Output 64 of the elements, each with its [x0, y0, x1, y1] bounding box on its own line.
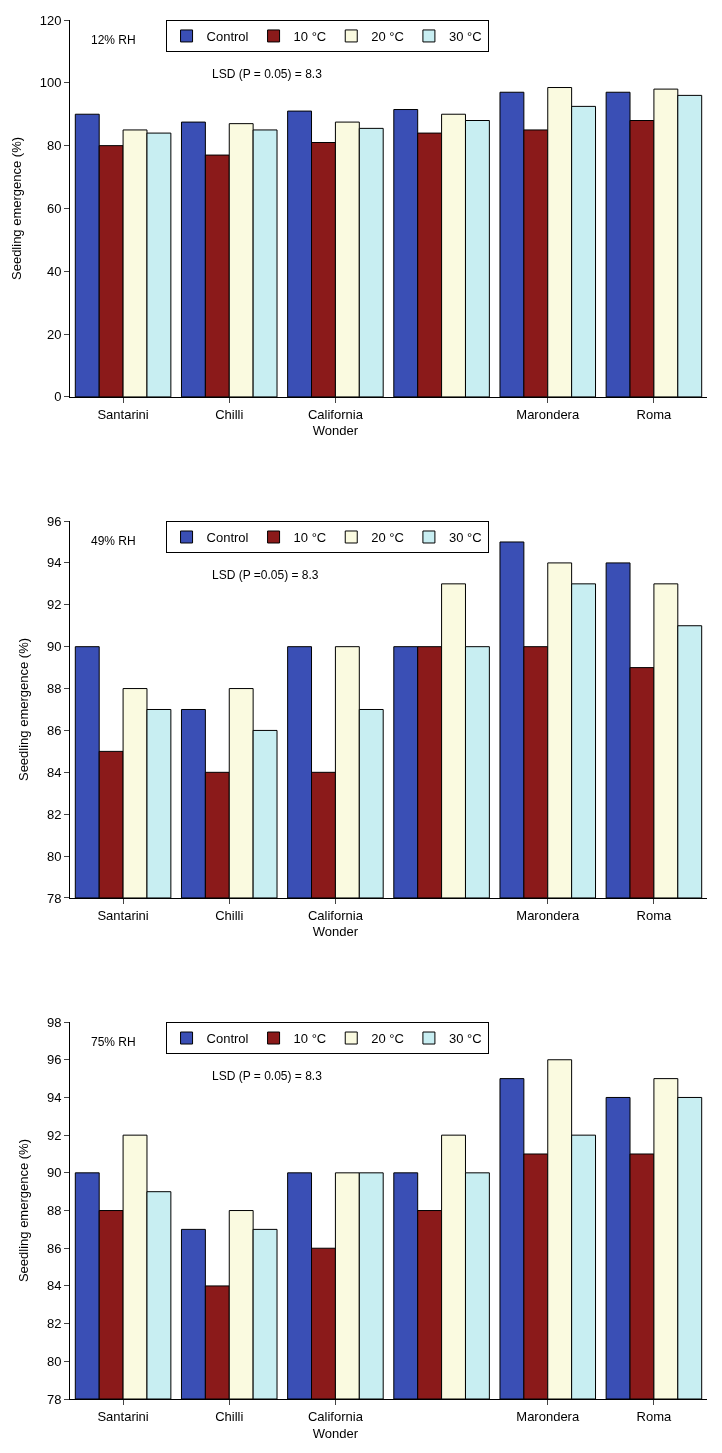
y-tick-label: 78 — [46, 1391, 62, 1407]
x-tick-label: Marondera — [516, 907, 580, 923]
legend-label: 30 °C — [448, 1031, 482, 1047]
y-axis-title: Seedling emergence (%) — [15, 1139, 31, 1283]
x-tick-label: Chilli — [215, 406, 244, 422]
y-tick-label: 40 — [46, 263, 62, 279]
x-tick-label: Marondera — [516, 406, 580, 422]
legend-label: 10 °C — [293, 1031, 327, 1047]
x-tick-label: Roma — [636, 1408, 673, 1424]
y-tick-label: 90 — [46, 639, 62, 655]
y-tick-label: 100 — [39, 75, 62, 91]
y-tick-label: 20 — [46, 326, 62, 342]
y-tick-label: 90 — [46, 1165, 62, 1181]
y-tick-label: 92 — [46, 1127, 62, 1143]
y-tick-label: 82 — [46, 806, 62, 822]
x-tick-label: Santarini — [97, 406, 149, 422]
legend-label: Control — [206, 530, 249, 546]
y-tick-label: 120 — [39, 12, 62, 28]
annotation: LSD (P = 0.05) = 8.3 — [212, 67, 323, 81]
annotation: LSD (P = 0.05) = 8.3 — [212, 1069, 323, 1083]
legend-label: 30 °C — [448, 29, 482, 45]
x-tick-label: California Wonder — [307, 1408, 364, 1441]
legend-label: 10 °C — [293, 29, 327, 45]
x-tick-label: Roma — [636, 406, 673, 422]
y-tick-label: 86 — [46, 722, 62, 738]
y-tick-label: 84 — [46, 1278, 62, 1294]
legend-label: 20 °C — [371, 530, 404, 546]
x-tick-label: Chilli — [215, 1408, 244, 1424]
y-tick-label: 96 — [46, 513, 62, 529]
y-tick-label: 80 — [46, 848, 62, 864]
legend-label: 30 °C — [448, 530, 482, 546]
legend-label: 20 °C — [371, 29, 404, 45]
legend-label: Control — [206, 29, 249, 45]
y-tick-label: 80 — [46, 138, 62, 154]
y-axis-title: Seedling emergence (%) — [8, 136, 24, 280]
legend-label: 20 °C — [371, 1031, 404, 1047]
legend-label: Control — [206, 1031, 249, 1047]
y-tick-label: 82 — [46, 1316, 62, 1332]
y-tick-label: 80 — [46, 1353, 62, 1369]
y-tick-label: 84 — [46, 764, 62, 780]
annotation: 12% RH — [91, 33, 136, 47]
y-tick-label: 98 — [46, 1014, 62, 1030]
x-tick-label: Roma — [636, 907, 673, 923]
y-tick-label: 78 — [46, 890, 62, 906]
x-tick-label: Marondera — [516, 1408, 580, 1424]
x-tick-label: Santarini — [97, 907, 149, 923]
x-tick-label: Chilli — [215, 907, 244, 923]
y-tick-label: 94 — [46, 555, 62, 571]
y-tick-label: 94 — [46, 1090, 62, 1106]
y-tick-label: 86 — [46, 1240, 62, 1256]
y-tick-label: 88 — [46, 681, 62, 697]
y-tick-label: 92 — [46, 597, 62, 613]
y-axis-title: Seedling emergence (%) — [15, 637, 31, 782]
x-tick-label: California Wonder — [307, 907, 364, 940]
x-tick-label: Santarini — [97, 1408, 149, 1424]
y-tick-label: 88 — [46, 1203, 62, 1219]
annotation: LSD (P =0.05) = 8.3 — [212, 568, 319, 582]
y-tick-label: 60 — [46, 201, 62, 217]
y-tick-label: 96 — [46, 1052, 62, 1068]
x-tick-label: California Wonder — [307, 406, 364, 439]
legend-label: 10 °C — [293, 530, 327, 546]
annotation: 75% RH — [91, 1035, 136, 1049]
y-tick-label: 0 — [54, 389, 62, 405]
annotation: 49% RH — [91, 534, 136, 548]
